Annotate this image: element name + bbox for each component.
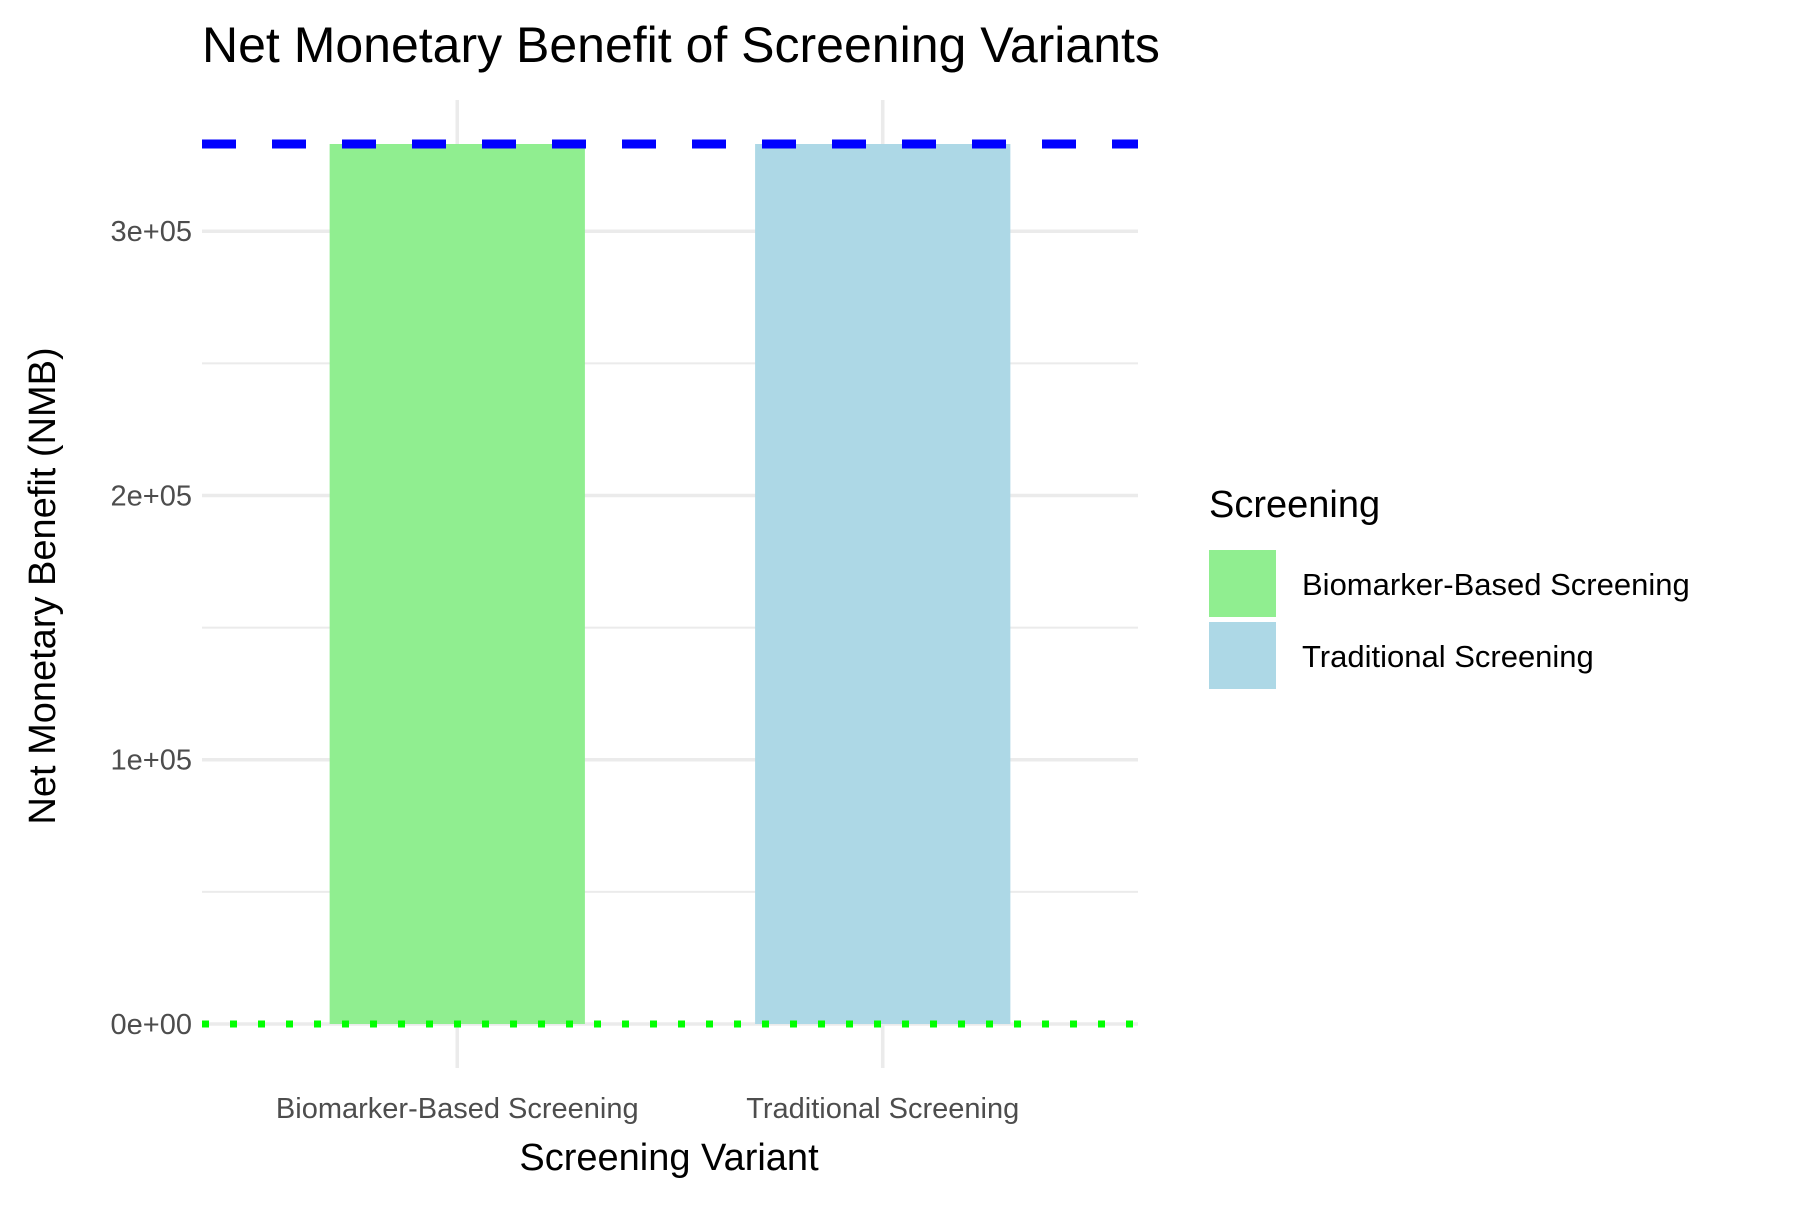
x-axis-ticks: Biomarker-Based Screening Traditional Scr… [276, 1093, 1019, 1125]
y-tick-label: 3e+05 [111, 216, 192, 248]
x-axis-title: Screening Variant [519, 1137, 819, 1179]
x-tick-label: Biomarker-Based Screening [276, 1093, 639, 1125]
chart-title: Net Monetary Benefit of Screening Varian… [202, 17, 1160, 73]
y-tick-label: 0e+00 [111, 1009, 192, 1041]
y-tick-label: 2e+05 [111, 480, 192, 512]
legend-swatch [1209, 622, 1276, 689]
bars [329, 144, 1011, 1024]
y-axis-title: Net Monetary Benefit (NMB) [22, 347, 64, 824]
y-tick-label: 1e+05 [111, 745, 192, 777]
legend: Screening Biomarker-Based Screening Tradi… [1209, 484, 1690, 689]
bar [755, 144, 1011, 1024]
legend-title: Screening [1209, 484, 1380, 526]
y-axis-ticks: 0e+00 1e+05 2e+05 3e+05 [111, 216, 192, 1041]
legend-label: Traditional Screening [1302, 639, 1594, 674]
x-tick-label: Traditional Screening [746, 1093, 1019, 1125]
reference-lines [202, 139, 1138, 1028]
legend-label: Biomarker-Based Screening [1302, 567, 1690, 602]
legend-swatch [1209, 550, 1276, 617]
bar [329, 144, 585, 1024]
